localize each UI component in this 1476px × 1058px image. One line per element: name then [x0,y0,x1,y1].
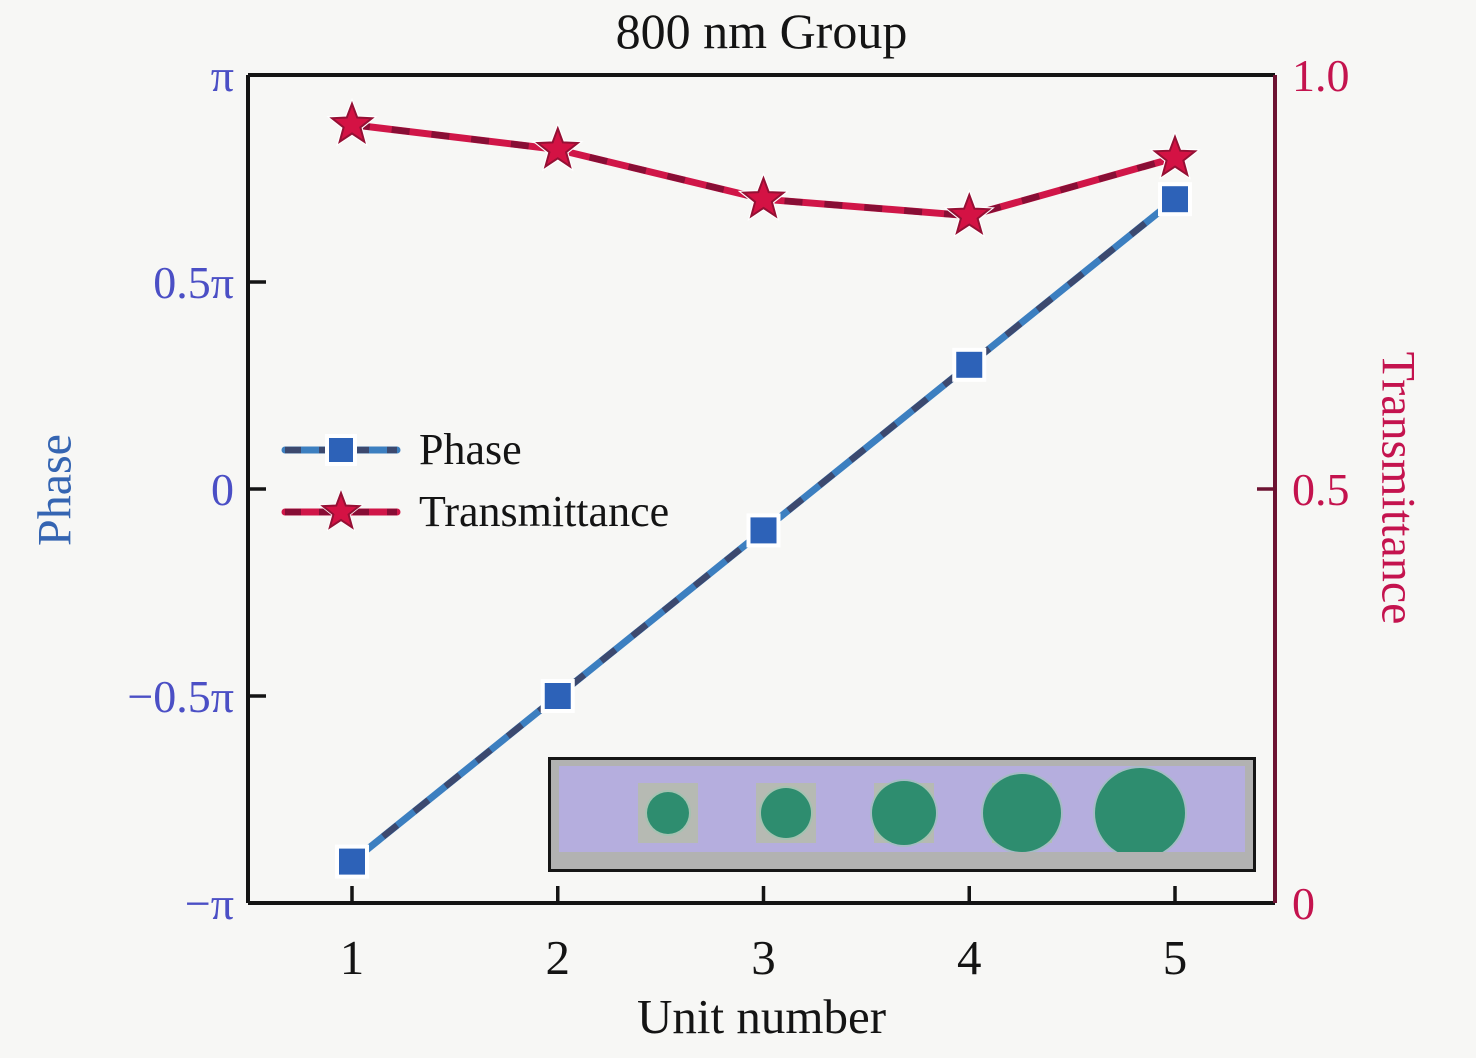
legend-transmittance-marker [320,490,362,530]
legend-label-phase: Phase [419,425,522,474]
x-tick-label-4: 4 [957,930,982,985]
right-tick-label-1: 0.5 [1292,464,1350,515]
left-tick-label-2: 0 [211,464,234,515]
phase-marker-5 [1162,186,1188,213]
unit-cell-inset [548,757,1256,872]
legend-phase-marker [329,438,353,462]
phase-marker-1 [339,848,365,875]
transmittance-marker-5 [1152,133,1198,178]
left-tick-label-1: 0.5π [153,257,234,308]
right-tick-label-2: 0 [1292,878,1315,929]
phase-marker-2 [544,683,571,709]
x-tick-label-1: 1 [340,930,365,985]
chart-title: 800 nm Group [615,3,908,59]
legend-item-phase: Phase [281,427,669,473]
right-tick-label-0: 1.0 [1292,50,1350,101]
x-tick-label-2: 2 [546,930,571,985]
transmittance-marker-2 [535,125,581,169]
transmittance-marker-4 [946,191,992,236]
nanopillar-5 [1095,768,1185,852]
transmittance-marker-3 [740,175,787,219]
right-axis-label: Transmittance [1371,351,1425,625]
unit-cell-inset-lattice [559,766,1245,852]
x-tick-label-3: 3 [751,930,776,985]
transmittance-line-dash [351,121,1176,220]
left-tick-label-3: −0.5π [127,671,234,722]
left-tick-label-0: π [211,50,234,101]
transmittance-marker-1 [329,100,375,145]
left-axis-label: Phase [28,434,82,546]
nanopillar-4 [983,774,1061,852]
legend-sample-transmittance-line [281,489,401,532]
legend-label-transmittance: Transmittance [419,487,670,536]
nanopillar-2 [761,788,811,838]
legend-sample-phase-line [281,434,401,466]
phase-marker-3 [750,517,777,544]
x-tick-label-5: 5 [1163,930,1188,985]
nanopillar-1 [647,792,689,834]
x-axis-label: Unit number [636,989,887,1044]
left-tick-label-4: −π [185,878,234,929]
legend-item-transmittance: Transmittance [281,489,669,535]
legend: Phase Transmittance [281,427,669,551]
phase-marker-4 [956,351,983,378]
nanopillar-3 [872,781,936,845]
